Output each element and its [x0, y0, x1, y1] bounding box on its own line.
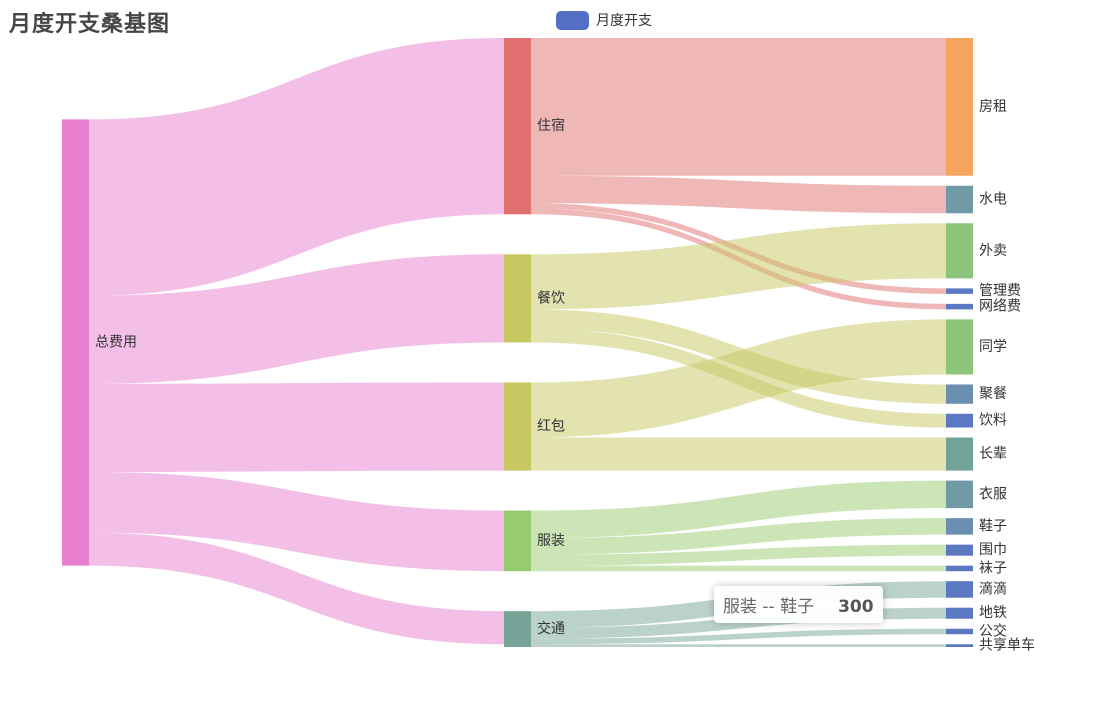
- node-交通[interactable]: [504, 611, 531, 647]
- tooltip-name: 服装 -- 鞋子: [723, 597, 815, 617]
- link-住宿-房租[interactable]: [531, 38, 946, 176]
- node-聚餐[interactable]: [946, 384, 973, 404]
- node-label-总费用: 总费用: [95, 335, 137, 351]
- node-label-水电: 水电: [979, 192, 1007, 208]
- link-服装-围巾[interactable]: [531, 544, 946, 566]
- node-住宿[interactable]: [504, 38, 531, 215]
- node-label-地铁: 地铁: [979, 605, 1007, 621]
- node-label-红包: 红包: [537, 419, 565, 435]
- node-水电[interactable]: [946, 185, 973, 214]
- node-label-公交: 公交: [979, 622, 1007, 639]
- node-label-聚餐: 聚餐: [979, 386, 1007, 402]
- link-交通-共享单车[interactable]: [531, 644, 946, 647]
- node-地铁[interactable]: [946, 607, 973, 619]
- legend-label: 月度开支: [596, 13, 652, 29]
- link-总费用-餐饮[interactable]: [89, 254, 504, 384]
- node-label-长辈: 长辈: [979, 446, 1007, 462]
- node-label-服装: 服装: [537, 533, 565, 549]
- node-label-管理费: 管理费: [979, 283, 1021, 299]
- node-外卖[interactable]: [946, 223, 973, 279]
- node-label-餐饮: 餐饮: [537, 290, 565, 306]
- node-围巾[interactable]: [946, 544, 973, 556]
- tooltip-value: 300: [838, 597, 874, 617]
- link-红包-同学[interactable]: [531, 319, 946, 438]
- link-住宿-水电[interactable]: [531, 175, 946, 214]
- link-服装-衣服[interactable]: [531, 480, 946, 539]
- node-label-饮料: 饮料: [979, 413, 1007, 429]
- chart-title: 月度开支桑基图: [9, 12, 171, 37]
- node-label-围巾: 围巾: [979, 542, 1007, 558]
- node-label-网络费: 网络费: [979, 299, 1021, 315]
- node-label-滴滴: 滴滴: [979, 580, 1007, 597]
- link-总费用-服装[interactable]: [89, 471, 504, 572]
- node-服装[interactable]: [504, 510, 531, 572]
- node-label-衣服: 衣服: [979, 486, 1007, 502]
- link-总费用-住宿[interactable]: [89, 38, 504, 296]
- node-餐饮[interactable]: [504, 254, 531, 343]
- link-总费用-红包[interactable]: [89, 382, 504, 472]
- node-滴滴[interactable]: [946, 581, 973, 598]
- node-总费用[interactable]: [62, 119, 89, 566]
- node-公交[interactable]: [946, 628, 973, 635]
- legend-swatch: [556, 10, 589, 30]
- links-layer: [89, 38, 946, 647]
- node-label-外卖: 外卖: [979, 243, 1007, 259]
- node-长辈[interactable]: [946, 437, 973, 471]
- tooltip: 服装 -- 鞋子 300: [714, 586, 883, 623]
- node-管理费[interactable]: [946, 288, 973, 294]
- node-饮料[interactable]: [946, 413, 973, 428]
- node-袜子[interactable]: [946, 565, 973, 572]
- node-label-交通: 交通: [537, 620, 565, 637]
- link-服装-袜子[interactable]: [531, 565, 946, 572]
- node-label-同学: 同学: [979, 339, 1007, 355]
- node-同学[interactable]: [946, 319, 973, 375]
- node-label-袜子: 袜子: [979, 560, 1007, 576]
- node-房租[interactable]: [946, 38, 973, 176]
- link-交通-公交[interactable]: [531, 628, 946, 645]
- node-共享单车[interactable]: [946, 644, 973, 647]
- node-衣服[interactable]: [946, 480, 973, 509]
- link-红包-长辈[interactable]: [531, 437, 946, 471]
- legend-item[interactable]: 月度开支: [556, 10, 652, 30]
- node-鞋子[interactable]: [946, 518, 973, 535]
- nodes-layer: [62, 38, 973, 647]
- node-label-共享单车: 共享单车: [979, 637, 1035, 654]
- link-总费用-交通[interactable]: [89, 532, 504, 645]
- link-服装-鞋子[interactable]: [531, 518, 946, 555]
- node-label-住宿: 住宿: [537, 117, 565, 134]
- node-label-鞋子: 鞋子: [979, 518, 1007, 534]
- node-网络费[interactable]: [946, 303, 973, 310]
- link-餐饮-外卖[interactable]: [531, 223, 946, 310]
- node-label-房租: 房租: [979, 99, 1007, 115]
- node-红包[interactable]: [504, 382, 531, 471]
